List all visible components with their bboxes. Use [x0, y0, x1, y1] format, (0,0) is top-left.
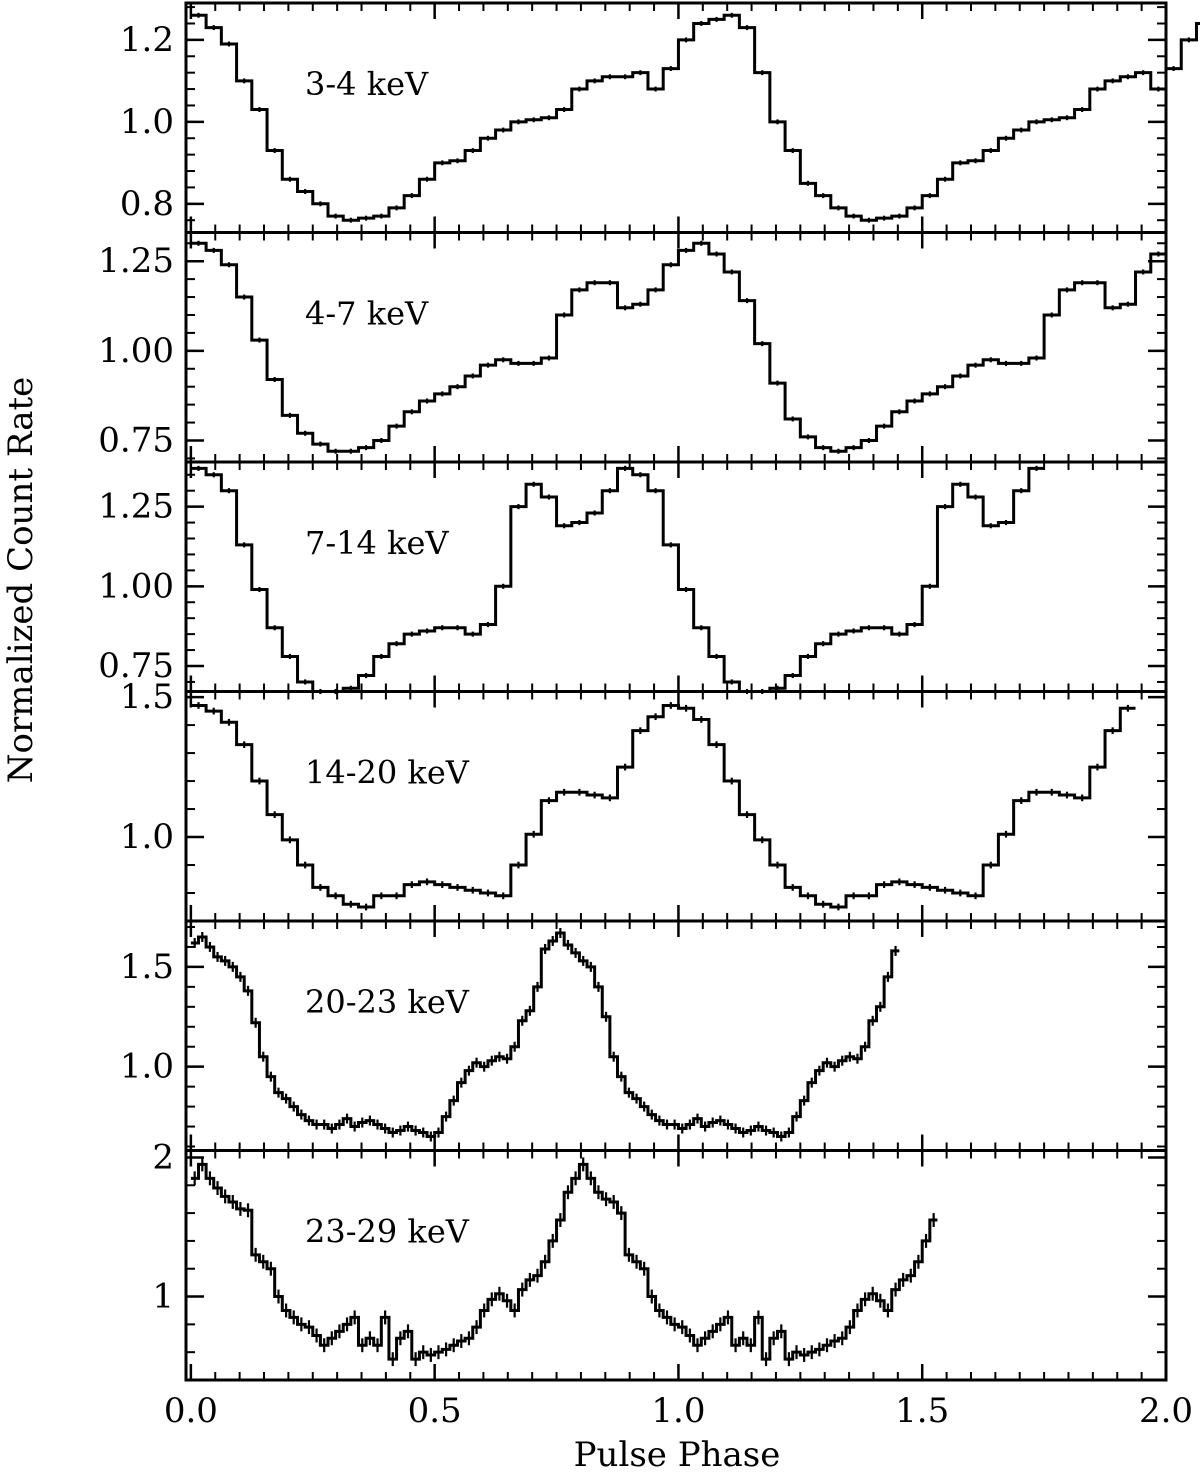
panel-energy-label: 14-20 keV	[305, 754, 470, 792]
y-tick-label: 0.75	[98, 646, 174, 686]
y-tick-label: 1.5	[120, 947, 174, 987]
panel-5: 1 2 23-29 keV	[152, 1137, 1168, 1382]
y-tick-label: 2	[152, 1137, 174, 1177]
x-tick-label: 0.5	[408, 1391, 462, 1431]
step-line	[190, 466, 1045, 693]
y-tick-label: 1.0	[120, 817, 174, 857]
x-tick-label: 1.5	[895, 1391, 949, 1431]
panel-frame	[184, 690, 1168, 923]
panel-energy-label: 4-7 keV	[305, 295, 429, 333]
y-tick-label: 0.8	[120, 184, 174, 224]
step-line	[190, 931, 900, 1139]
panel-energy-label: 20-23 keV	[305, 983, 470, 1021]
y-tick-label: 1.5	[120, 677, 174, 717]
panel-frame	[184, 919, 1168, 1152]
panel-frame	[184, 460, 1168, 693]
x-tick-label: 1.0	[651, 1391, 705, 1431]
y-tick-label: 1.00	[98, 566, 174, 606]
panel-energy-label: 7-14 keV	[305, 524, 449, 562]
panel-4: 1.0 1.5 20-23 keV	[120, 919, 1168, 1152]
panel-energy-label: 23-29 keV	[305, 1213, 470, 1251]
step-line	[190, 241, 1166, 453]
step-line	[190, 703, 1136, 909]
panel-frame	[184, 1, 1168, 234]
y-tick-label: 1.00	[98, 331, 174, 371]
y-tick-label: 1.0	[120, 102, 174, 142]
panel-frame	[184, 231, 1168, 464]
y-tick-label: 1	[152, 1277, 174, 1317]
x-tick-label: 0.0	[164, 1391, 218, 1431]
step-line	[190, 1162, 938, 1361]
panel-2: 0.75 1.00 1.25 7-14 keV	[98, 460, 1168, 695]
panel-0: 0.8 1.0 1.2 3-4 keV	[120, 1, 1200, 234]
y-axis-title: Normalized Count Rate	[1, 377, 41, 784]
y-tick-label: 1.2	[120, 20, 174, 60]
panel-frame	[184, 1149, 1168, 1382]
y-tick-label: 1.25	[98, 487, 174, 527]
y-tick-label: 1.0	[120, 1047, 174, 1087]
y-tick-label: 0.75	[98, 420, 174, 460]
panel-3: 1.0 1.5 14-20 keV	[120, 677, 1168, 923]
x-axis-title: Pulse Phase	[574, 1435, 781, 1474]
panel-1: 0.75 1.00 1.25 4-7 keV	[98, 231, 1168, 464]
y-tick-label: 1.25	[98, 241, 174, 281]
x-tick-label: 2.0	[1139, 1391, 1193, 1431]
step-line	[190, 13, 1200, 222]
panel-energy-label: 3-4 keV	[305, 65, 429, 103]
